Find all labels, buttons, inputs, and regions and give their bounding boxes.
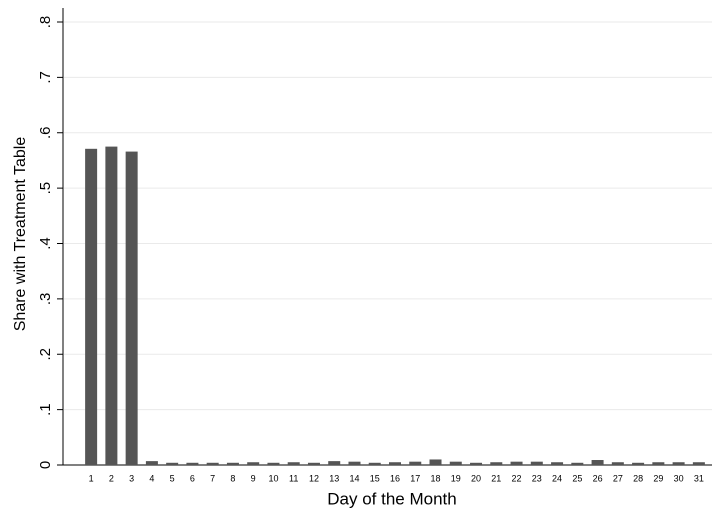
x-tick-label: 6 bbox=[190, 473, 195, 483]
x-tick-label: 15 bbox=[370, 473, 380, 483]
bar bbox=[348, 461, 361, 465]
x-tick-label: 12 bbox=[309, 473, 319, 483]
x-tick-label: 10 bbox=[268, 473, 278, 483]
x-tick-label: 13 bbox=[329, 473, 339, 483]
x-axis-title: Day of the Month bbox=[327, 489, 456, 508]
x-tick-label: 14 bbox=[349, 473, 359, 483]
x-tick-label: 25 bbox=[572, 473, 582, 483]
y-tick-label: .1 bbox=[37, 403, 54, 416]
y-tick-label: .3 bbox=[37, 293, 54, 306]
x-tick-label: 24 bbox=[552, 473, 562, 483]
bar bbox=[449, 461, 462, 465]
bar bbox=[186, 462, 199, 465]
bar bbox=[307, 462, 320, 465]
x-tick-label: 18 bbox=[431, 473, 441, 483]
bar bbox=[105, 146, 118, 465]
x-tick-label: 4 bbox=[149, 473, 154, 483]
bar bbox=[85, 148, 98, 465]
bar bbox=[328, 461, 341, 465]
bar bbox=[247, 462, 260, 465]
bar bbox=[226, 462, 239, 465]
bar bbox=[166, 462, 179, 465]
x-tick-label: 29 bbox=[653, 473, 663, 483]
x-tick-label: 8 bbox=[230, 473, 235, 483]
bar bbox=[530, 461, 543, 465]
x-tick-label: 28 bbox=[633, 473, 643, 483]
x-tick-label: 31 bbox=[694, 473, 704, 483]
x-tick-label: 3 bbox=[129, 473, 134, 483]
bar bbox=[145, 461, 158, 465]
x-tick-label: 17 bbox=[410, 473, 420, 483]
x-tick-label: 16 bbox=[390, 473, 400, 483]
bar bbox=[368, 462, 381, 465]
bar bbox=[551, 462, 564, 465]
x-tick-label: 11 bbox=[289, 473, 298, 483]
x-tick-label: 21 bbox=[491, 473, 501, 483]
bar bbox=[206, 462, 219, 465]
y-axis-title: Share with Treatment Table bbox=[12, 137, 29, 332]
bar bbox=[510, 461, 523, 465]
bar bbox=[267, 462, 280, 465]
bar bbox=[652, 462, 665, 465]
bar bbox=[287, 462, 300, 465]
y-tick-label: .4 bbox=[37, 237, 54, 250]
x-tick-label: 19 bbox=[451, 473, 461, 483]
y-tick-label: .8 bbox=[37, 16, 54, 29]
x-tick-label: 1 bbox=[89, 473, 94, 483]
bar bbox=[389, 462, 401, 465]
x-tick-label: 26 bbox=[593, 473, 603, 483]
y-tick-label: 0 bbox=[37, 461, 54, 469]
x-tick-label: 22 bbox=[512, 473, 522, 483]
x-tick-label: 2 bbox=[109, 473, 114, 483]
bar bbox=[611, 462, 624, 465]
bar bbox=[591, 460, 604, 465]
y-tick-label: .7 bbox=[37, 71, 54, 84]
bar bbox=[429, 459, 442, 465]
bar bbox=[672, 462, 685, 465]
y-tick-label: .5 bbox=[37, 182, 54, 195]
x-tick-label: 20 bbox=[471, 473, 481, 483]
bar bbox=[632, 462, 645, 465]
x-tick-label: 7 bbox=[210, 473, 215, 483]
bar bbox=[409, 461, 422, 465]
x-tick-label: 30 bbox=[674, 473, 684, 483]
x-tick-label: 9 bbox=[251, 473, 256, 483]
bar bbox=[571, 462, 584, 465]
y-tick-label: .2 bbox=[37, 348, 54, 361]
bar bbox=[470, 462, 483, 465]
bar bbox=[125, 151, 138, 465]
x-tick-label: 23 bbox=[532, 473, 542, 483]
bar bbox=[490, 462, 503, 465]
x-tick-label: 5 bbox=[170, 473, 175, 483]
y-tick-label: .6 bbox=[37, 126, 54, 139]
x-tick-label: 27 bbox=[613, 473, 623, 483]
bar bbox=[692, 462, 705, 465]
